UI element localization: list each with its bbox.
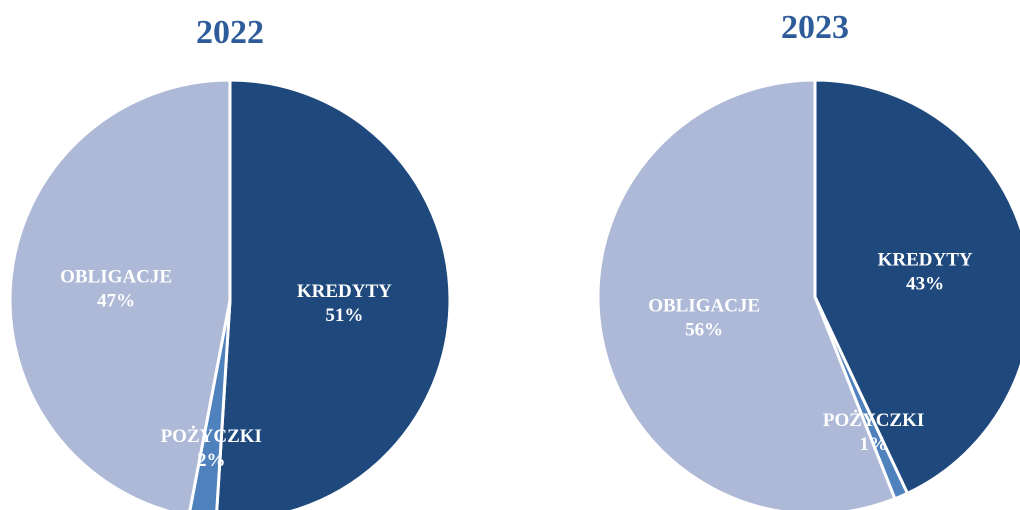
category-label: OBLIGACJE: [60, 267, 172, 288]
category-label: POŻYCZKI: [161, 426, 262, 447]
pie-slice: [8, 78, 232, 510]
value-label: 51%: [325, 305, 363, 326]
slice-label: OBLIGACJE 47%: [60, 267, 172, 312]
slice-label: KREDYTY 51%: [297, 281, 392, 326]
pie-slice: [596, 78, 897, 510]
value-label: 1%: [859, 434, 888, 455]
value-label: 56%: [685, 320, 723, 341]
chart-title: 2023: [781, 9, 849, 46]
category-label: KREDYTY: [297, 281, 392, 302]
slice-label: POŻYCZKI 2%: [161, 426, 262, 471]
category-label: OBLIGACJE: [648, 296, 760, 317]
category-label: KREDYTY: [878, 250, 973, 271]
pie-slice: [188, 298, 232, 510]
category-label: POŻYCZKI: [823, 410, 924, 431]
slice-label: KREDYTY 43%: [878, 250, 973, 295]
pie-slice: [813, 78, 1020, 495]
pie-slice: [215, 78, 452, 510]
value-label: 43%: [906, 274, 944, 295]
value-label: 47%: [97, 291, 135, 312]
slice-label: POŻYCZKI 1%: [823, 410, 924, 455]
chart-title: 2022: [196, 14, 264, 51]
value-label: 2%: [197, 450, 226, 471]
slice-label: OBLIGACJE 56%: [648, 296, 760, 341]
